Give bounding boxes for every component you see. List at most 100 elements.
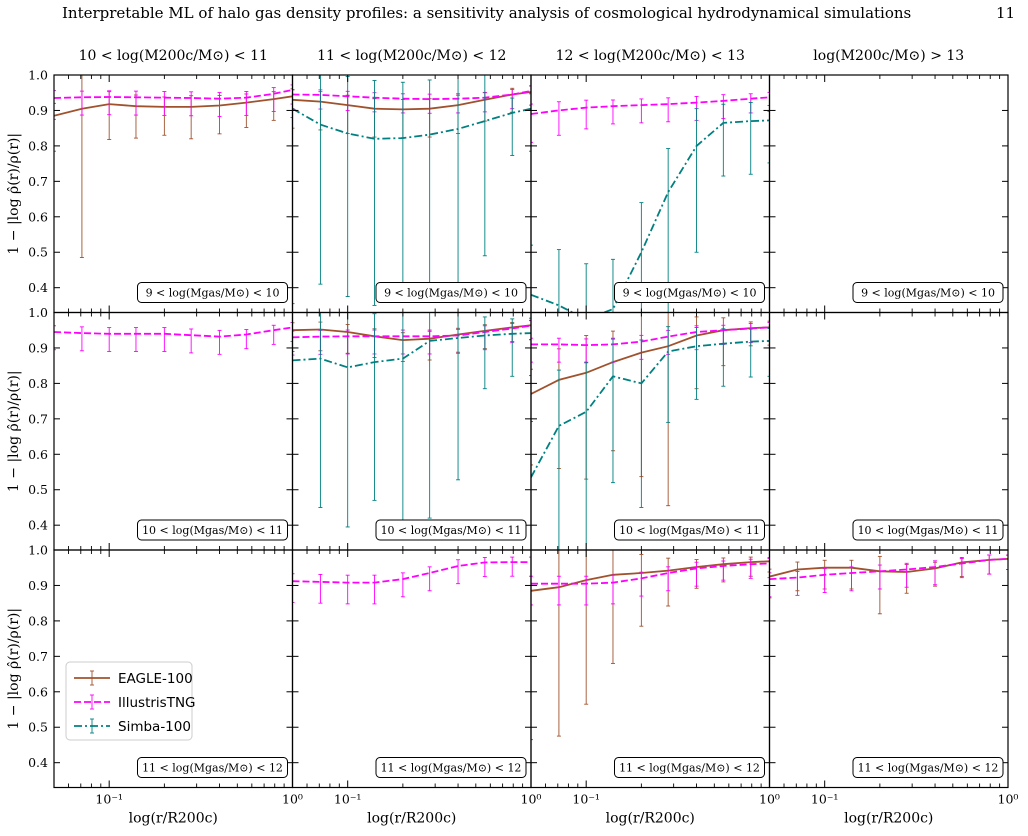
gas-mass-label: 10 < log(Mgas/M⊙) < 11 bbox=[142, 524, 283, 537]
legend-box bbox=[65, 661, 193, 741]
series-simba-100 bbox=[292, 312, 531, 550]
series-line bbox=[769, 558, 1008, 580]
x-axis-label: log(r/R200c) bbox=[606, 811, 695, 827]
x-tick-label: 10⁻¹ bbox=[95, 792, 123, 807]
series-simba-100 bbox=[531, 326, 770, 550]
panel-1-2-data bbox=[531, 312, 770, 550]
series-line bbox=[292, 332, 531, 369]
column-title: 12 < log(M200c/M⊙) < 13 bbox=[556, 48, 745, 64]
series-line bbox=[292, 324, 531, 339]
gas-mass-label-box bbox=[614, 519, 765, 541]
panel-border bbox=[768, 549, 1009, 789]
gas-mass-label-box bbox=[614, 757, 765, 778]
series-simba-100 bbox=[292, 75, 531, 306]
y-tick-label: 0.9 bbox=[28, 340, 48, 355]
page-running-title: Interpretable ML of halo gas density pro… bbox=[62, 4, 912, 22]
series-line bbox=[531, 326, 770, 347]
panel-0-0-data bbox=[54, 75, 293, 259]
panel-border bbox=[530, 311, 771, 551]
y-tick-label: 1.0 bbox=[28, 305, 48, 320]
series-eagle-100 bbox=[531, 312, 770, 507]
panel-border bbox=[291, 74, 532, 314]
series-eagle-100 bbox=[292, 85, 531, 139]
series-line bbox=[54, 95, 293, 117]
gas-mass-label-box bbox=[614, 282, 765, 303]
panel-1-1-data bbox=[292, 312, 531, 550]
gas-mass-label: 11 < log(Mgas/M⊙) < 12 bbox=[381, 762, 522, 775]
series-eagle-100 bbox=[769, 554, 1008, 615]
gas-mass-label: 9 < log(Mgas/M⊙) < 10 bbox=[623, 287, 757, 300]
panel-0-0-frame: 9 < log(Mgas/M⊙) < 10 bbox=[53, 74, 294, 314]
gas-mass-label: 10 < log(Mgas/M⊙) < 11 bbox=[858, 524, 999, 537]
page-header: Interpretable ML of halo gas density pro… bbox=[0, 0, 1028, 30]
y-tick-label: 0.7 bbox=[28, 411, 48, 426]
series-line bbox=[54, 89, 293, 100]
gas-mass-label: 10 < log(Mgas/M⊙) < 11 bbox=[619, 524, 760, 537]
series-line bbox=[531, 119, 770, 313]
series-line bbox=[292, 91, 531, 111]
panel-2-1-frame: 11 < log(Mgas/M⊙) < 12 bbox=[291, 549, 532, 789]
gas-mass-label-box bbox=[375, 519, 527, 541]
x-tick-label: 10⁻¹ bbox=[572, 792, 600, 807]
panel-0-3-frame: 9 < log(Mgas/M⊙) < 10 bbox=[768, 74, 1009, 314]
gas-mass-label: 11 < log(Mgas/M⊙) < 12 bbox=[858, 762, 999, 775]
series-line bbox=[531, 326, 770, 395]
panel-2-0-frame: 11 < log(Mgas/M⊙) < 12 bbox=[53, 549, 294, 789]
series-line bbox=[531, 96, 770, 115]
x-tick-label: 10⁰ bbox=[282, 792, 303, 807]
series-line bbox=[54, 326, 293, 338]
x-axis-label: log(r/R200c) bbox=[844, 811, 933, 827]
series-eagle-100 bbox=[54, 75, 293, 259]
panel-border bbox=[53, 74, 294, 314]
y-tick-label: 0.8 bbox=[28, 376, 48, 391]
series-line bbox=[292, 561, 531, 584]
series-illustristng bbox=[292, 320, 531, 356]
y-tick-label: 0.6 bbox=[28, 209, 48, 224]
y-tick-label: 0.5 bbox=[28, 482, 48, 497]
series-illustristng bbox=[531, 91, 770, 143]
panel-border bbox=[768, 311, 1009, 551]
panel-border bbox=[530, 74, 771, 314]
y-tick-label: 0.8 bbox=[28, 613, 48, 628]
series-eagle-100 bbox=[292, 319, 531, 362]
gas-mass-label-box bbox=[137, 282, 288, 303]
y-tick-label: 0.5 bbox=[28, 245, 48, 260]
panel-border bbox=[291, 549, 532, 789]
gas-mass-label-box bbox=[137, 757, 288, 778]
panel-1-2-frame: 10 < log(Mgas/M⊙) < 11 bbox=[530, 311, 771, 551]
series-line bbox=[292, 324, 531, 342]
panel-0-2-frame: 9 < log(Mgas/M⊙) < 10 bbox=[530, 74, 771, 314]
gas-mass-label: 9 < log(Mgas/M⊙) < 10 bbox=[861, 287, 995, 300]
panel-2-2-data bbox=[531, 550, 770, 741]
y-tick-label: 0.4 bbox=[28, 518, 48, 533]
y-tick-label: 0.7 bbox=[28, 174, 48, 189]
legend-label: IllustrisTNG bbox=[118, 695, 196, 711]
panel-2-1-data bbox=[292, 556, 531, 605]
gas-mass-label-box bbox=[852, 757, 1004, 778]
y-tick-label: 0.6 bbox=[28, 684, 48, 699]
legend-label: Simba-100 bbox=[118, 719, 191, 735]
gas-mass-label: 9 < log(Mgas/M⊙) < 10 bbox=[384, 287, 518, 300]
panel-2-3-data bbox=[769, 554, 1008, 615]
x-axis-label: log(r/R200c) bbox=[367, 811, 456, 827]
y-tick-label: 1.0 bbox=[28, 68, 48, 83]
gas-mass-label-box bbox=[375, 282, 527, 303]
series-illustristng bbox=[531, 558, 770, 606]
panel-2-2-frame: 11 < log(Mgas/M⊙) < 12 bbox=[530, 549, 771, 789]
panel-0-1-frame: 9 < log(Mgas/M⊙) < 10 bbox=[291, 74, 532, 314]
series-line bbox=[292, 107, 531, 140]
x-tick-label: 10⁰ bbox=[998, 792, 1019, 807]
x-tick-label: 10⁰ bbox=[521, 792, 542, 807]
panel-border bbox=[291, 311, 532, 551]
series-line bbox=[531, 340, 770, 478]
y-tick-label: 0.8 bbox=[28, 138, 48, 153]
gas-mass-label-box bbox=[375, 757, 527, 778]
series-illustristng bbox=[292, 556, 531, 605]
series-line bbox=[531, 562, 770, 585]
x-tick-label: 10⁻¹ bbox=[334, 792, 362, 807]
panel-1-3-frame: 10 < log(Mgas/M⊙) < 11 bbox=[768, 311, 1009, 551]
column-title: 10 < log(M200c/M⊙) < 11 bbox=[79, 48, 268, 64]
series-illustristng bbox=[769, 554, 1008, 598]
column-title: log(M200c/M⊙) > 13 bbox=[813, 48, 964, 64]
